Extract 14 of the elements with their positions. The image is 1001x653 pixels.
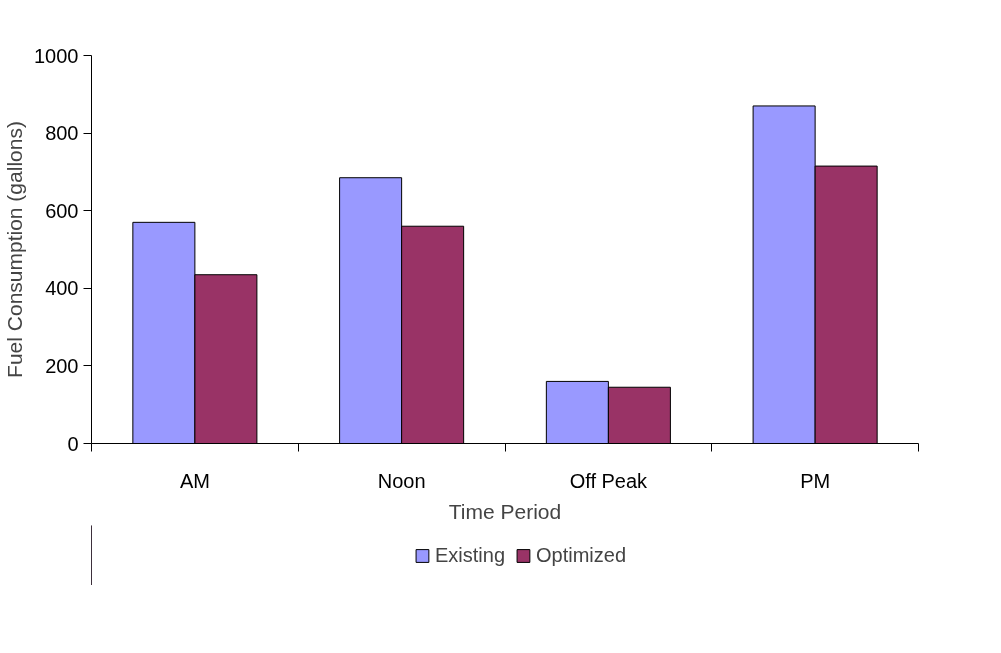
legend-label: Existing	[434, 543, 505, 567]
x-tick-label: Off Peak	[569, 469, 649, 492]
y-tick-label: 200	[45, 354, 79, 377]
legend-label: Optimized	[536, 543, 627, 567]
y-tick-label: 600	[45, 199, 79, 222]
x-tick-label: AM	[179, 469, 210, 492]
x-tick-label: PM	[800, 469, 831, 492]
x-tick-label: Noon	[377, 469, 426, 492]
y-axis-title: Fuel Consumption (gallons)	[3, 121, 27, 378]
y-tick-label: 400	[45, 277, 79, 300]
y-tick-label: 0	[67, 432, 79, 455]
x-axis-title: Time Period	[448, 499, 562, 523]
y-tick-label: 800	[45, 122, 79, 145]
y-tick-label: 1000	[34, 44, 79, 67]
